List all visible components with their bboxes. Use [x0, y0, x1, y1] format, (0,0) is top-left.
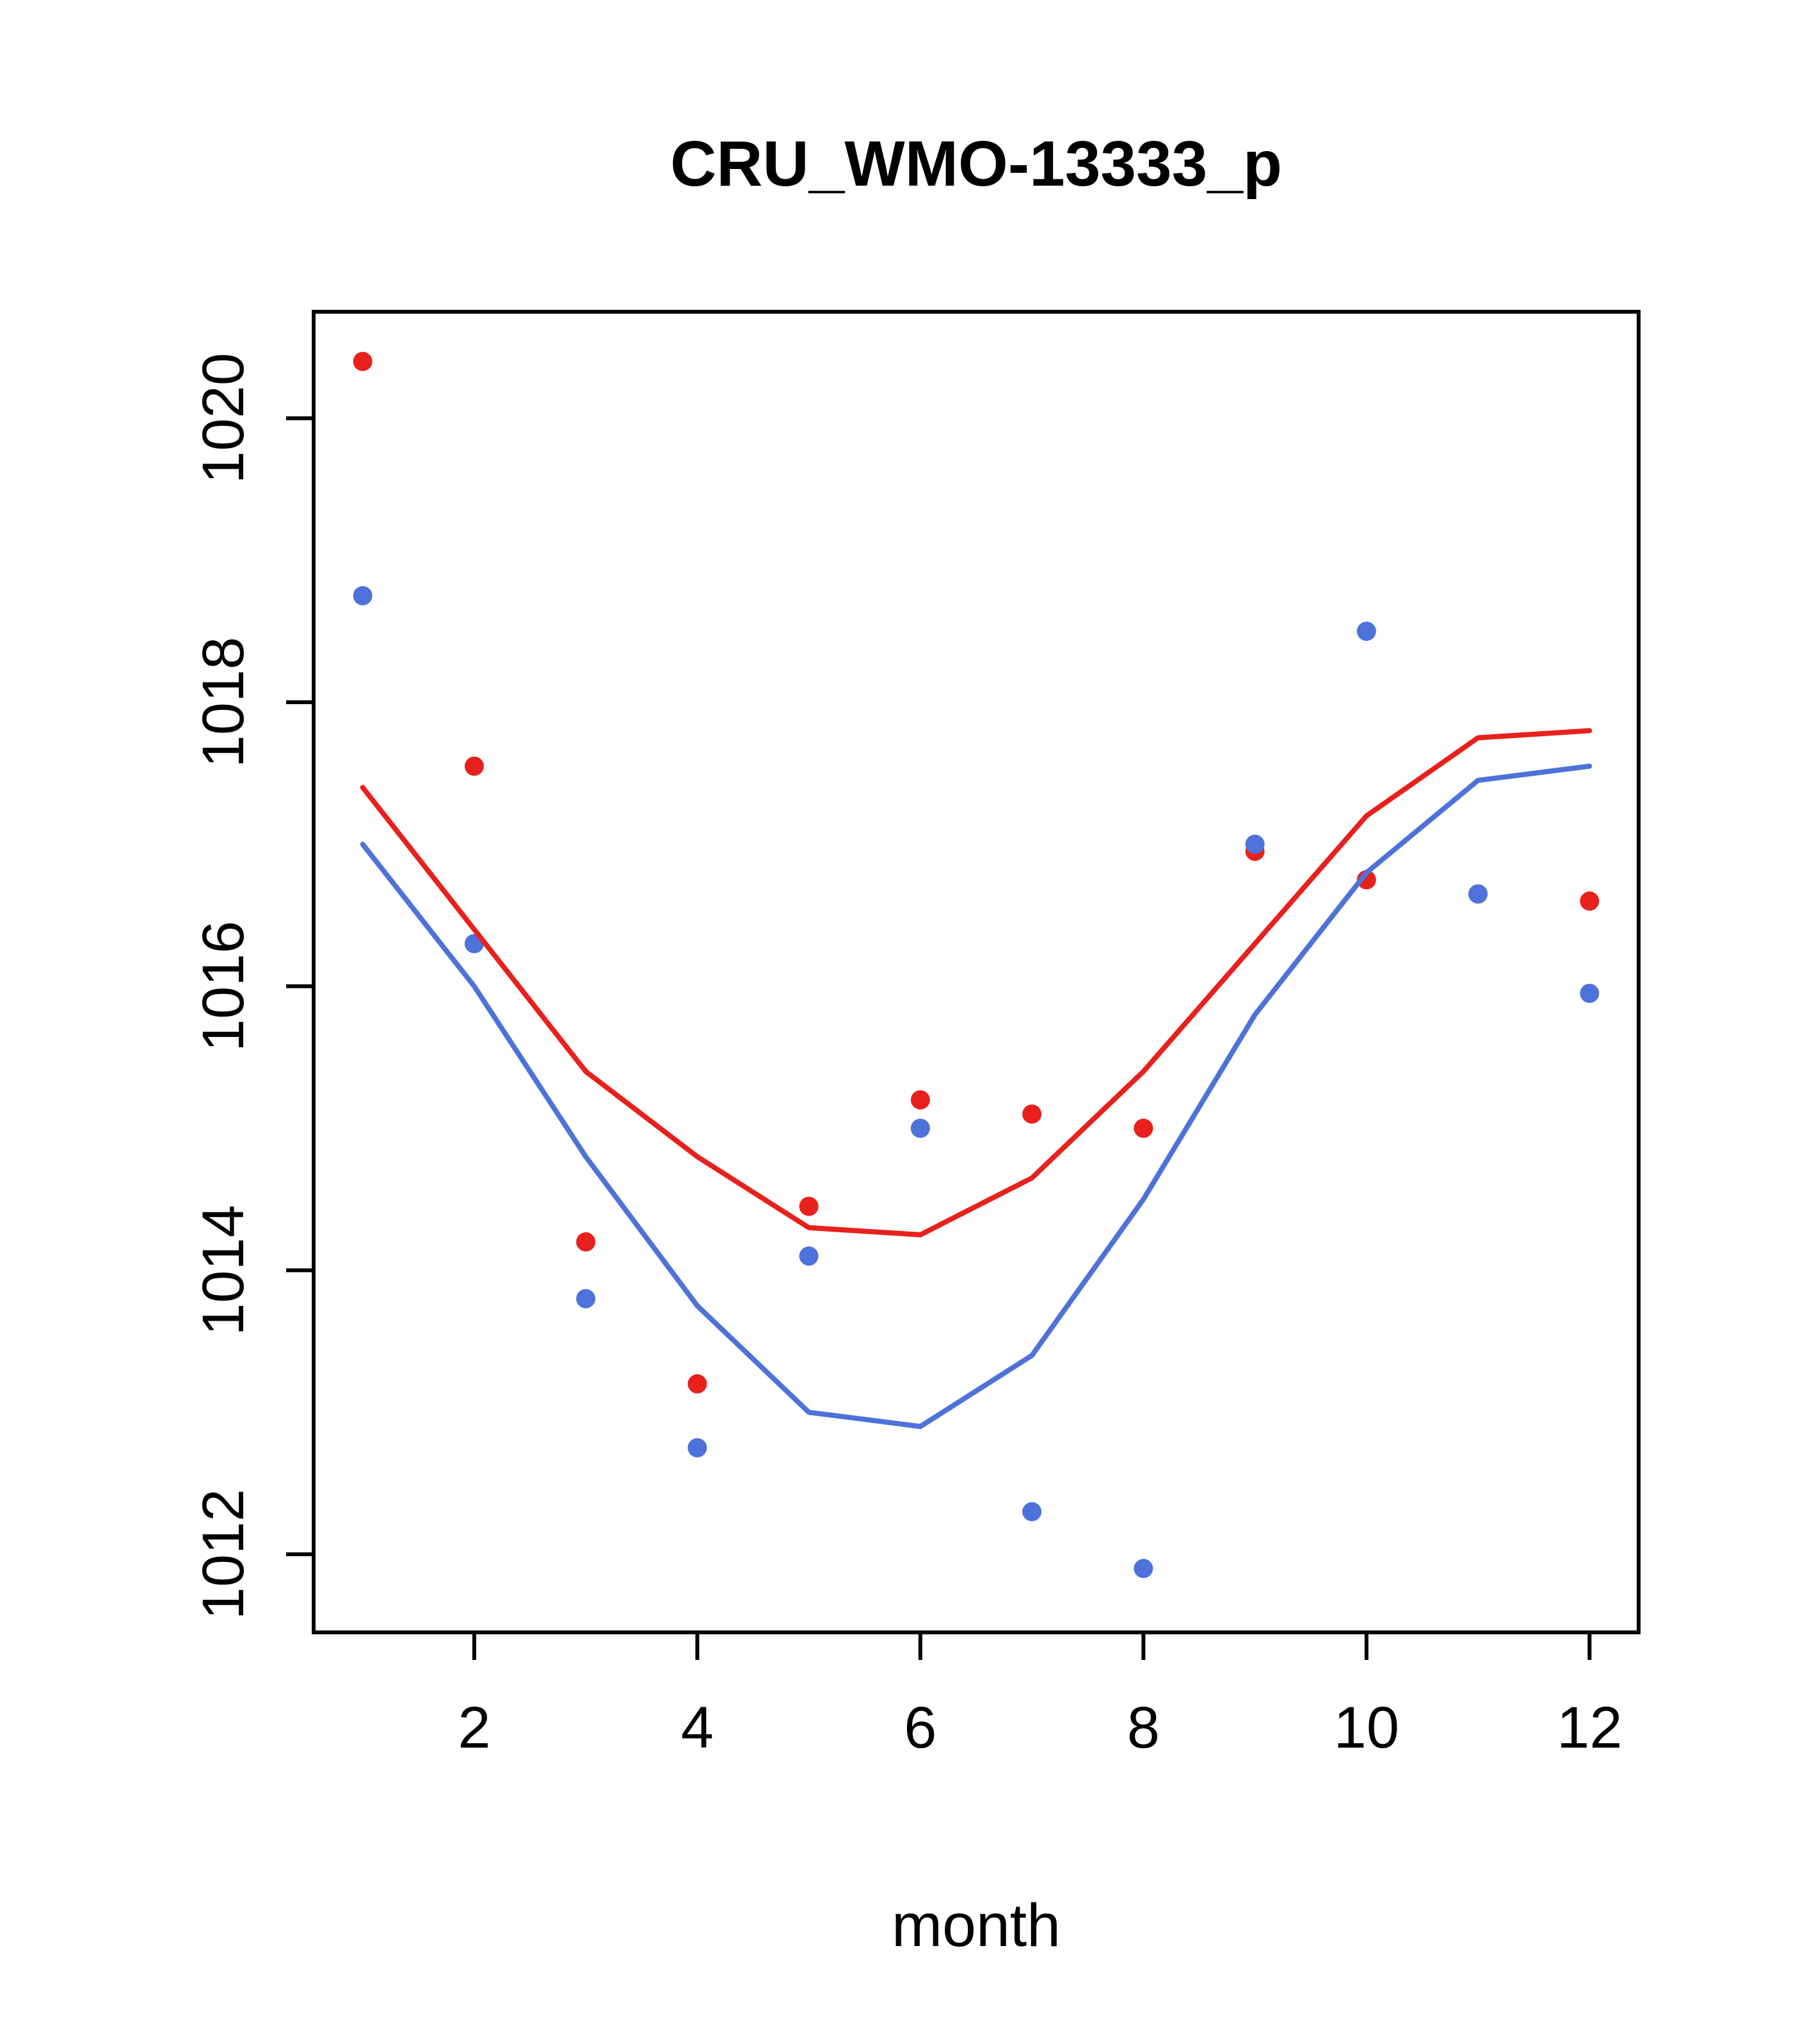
x-tick-label: 2	[458, 1695, 490, 1760]
blue-points	[1245, 834, 1265, 854]
x-tick-label: 6	[904, 1695, 936, 1760]
red-points	[1580, 891, 1600, 911]
x-tick-label: 12	[1557, 1695, 1622, 1760]
plot-box	[312, 310, 1641, 1634]
red-points	[910, 1090, 930, 1110]
red-points	[353, 351, 373, 371]
blue-points	[576, 1289, 596, 1308]
y-tick-label: 1012	[191, 1489, 256, 1620]
red-points	[1022, 1104, 1042, 1124]
blue-points	[687, 1438, 707, 1458]
blue-points	[1134, 1559, 1153, 1579]
blue-points	[1022, 1502, 1042, 1522]
y-tick-label: 1016	[191, 921, 256, 1052]
chart-title: CRU_WMO-13333_p	[670, 128, 1282, 200]
red-points	[799, 1196, 819, 1216]
blue-points	[353, 586, 373, 606]
red-points	[1134, 1118, 1153, 1138]
blue-line	[360, 763, 1593, 1429]
x-axis-label: month	[892, 1892, 1061, 1960]
blue-points	[1468, 884, 1488, 904]
red-points	[576, 1232, 596, 1251]
blue-points	[799, 1246, 819, 1266]
red-line	[360, 728, 1593, 1237]
blue-points	[1356, 622, 1376, 641]
x-tick-label: 10	[1334, 1695, 1399, 1760]
y-tick-label: 1018	[191, 637, 256, 768]
red-points	[464, 756, 484, 776]
x-tick-label: 4	[681, 1695, 714, 1760]
red-points	[687, 1374, 707, 1394]
blue-points	[910, 1118, 930, 1138]
x-tick-label: 8	[1127, 1695, 1160, 1760]
blue-points	[1580, 983, 1600, 1003]
y-tick-label: 1020	[191, 353, 256, 484]
y-tick-label: 1014	[191, 1205, 256, 1336]
